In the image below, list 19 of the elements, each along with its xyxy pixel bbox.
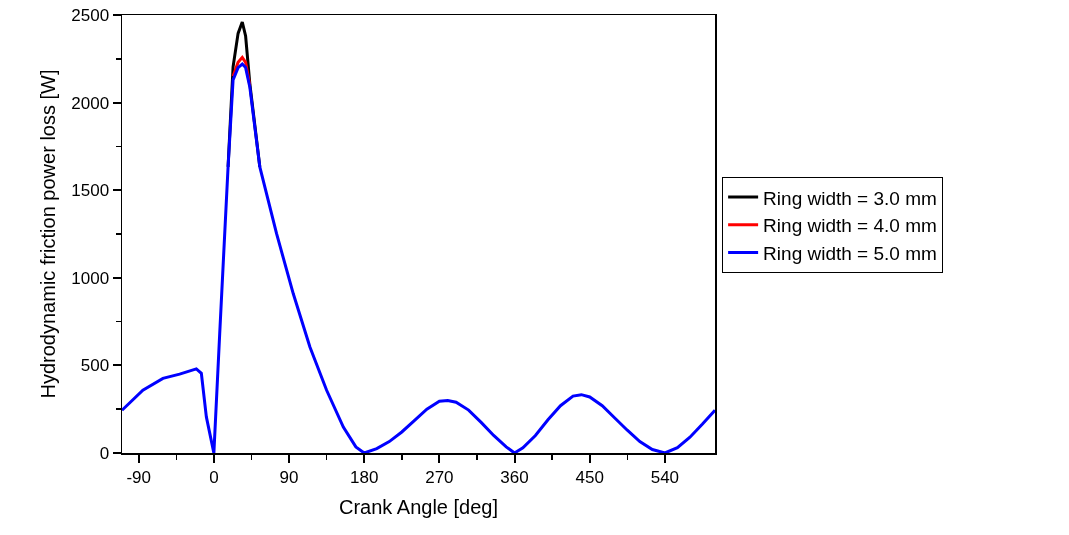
- y-tick-label: 500: [80, 356, 110, 376]
- x-tick-label: 0: [209, 467, 219, 487]
- x-tick-label: 360: [500, 467, 529, 487]
- legend-label: Ring width = 4.0 mm: [763, 215, 937, 237]
- x-axis-title: Crank Angle [deg]: [339, 496, 498, 519]
- x-tick-label: 180: [350, 467, 379, 487]
- y-tick-label: 1500: [71, 181, 110, 201]
- legend-label: Ring width = 3.0 mm: [763, 187, 937, 209]
- legend-label: Ring width = 5.0 mm: [763, 242, 937, 264]
- x-tick-label: 270: [425, 467, 454, 487]
- x-tick-label: 540: [650, 467, 680, 487]
- x-tick-label: 450: [575, 467, 604, 487]
- x-tick-label: -90: [126, 467, 151, 487]
- y-tick-label: 1000: [71, 268, 110, 288]
- y-tick-label: 2500: [71, 5, 110, 25]
- y-axis-title: Hydrodynamic friction power loss [W]: [37, 69, 60, 399]
- x-tick-label: 90: [279, 467, 299, 487]
- y-tick-label: 2000: [71, 93, 110, 113]
- y-tick-label: 0: [99, 443, 110, 463]
